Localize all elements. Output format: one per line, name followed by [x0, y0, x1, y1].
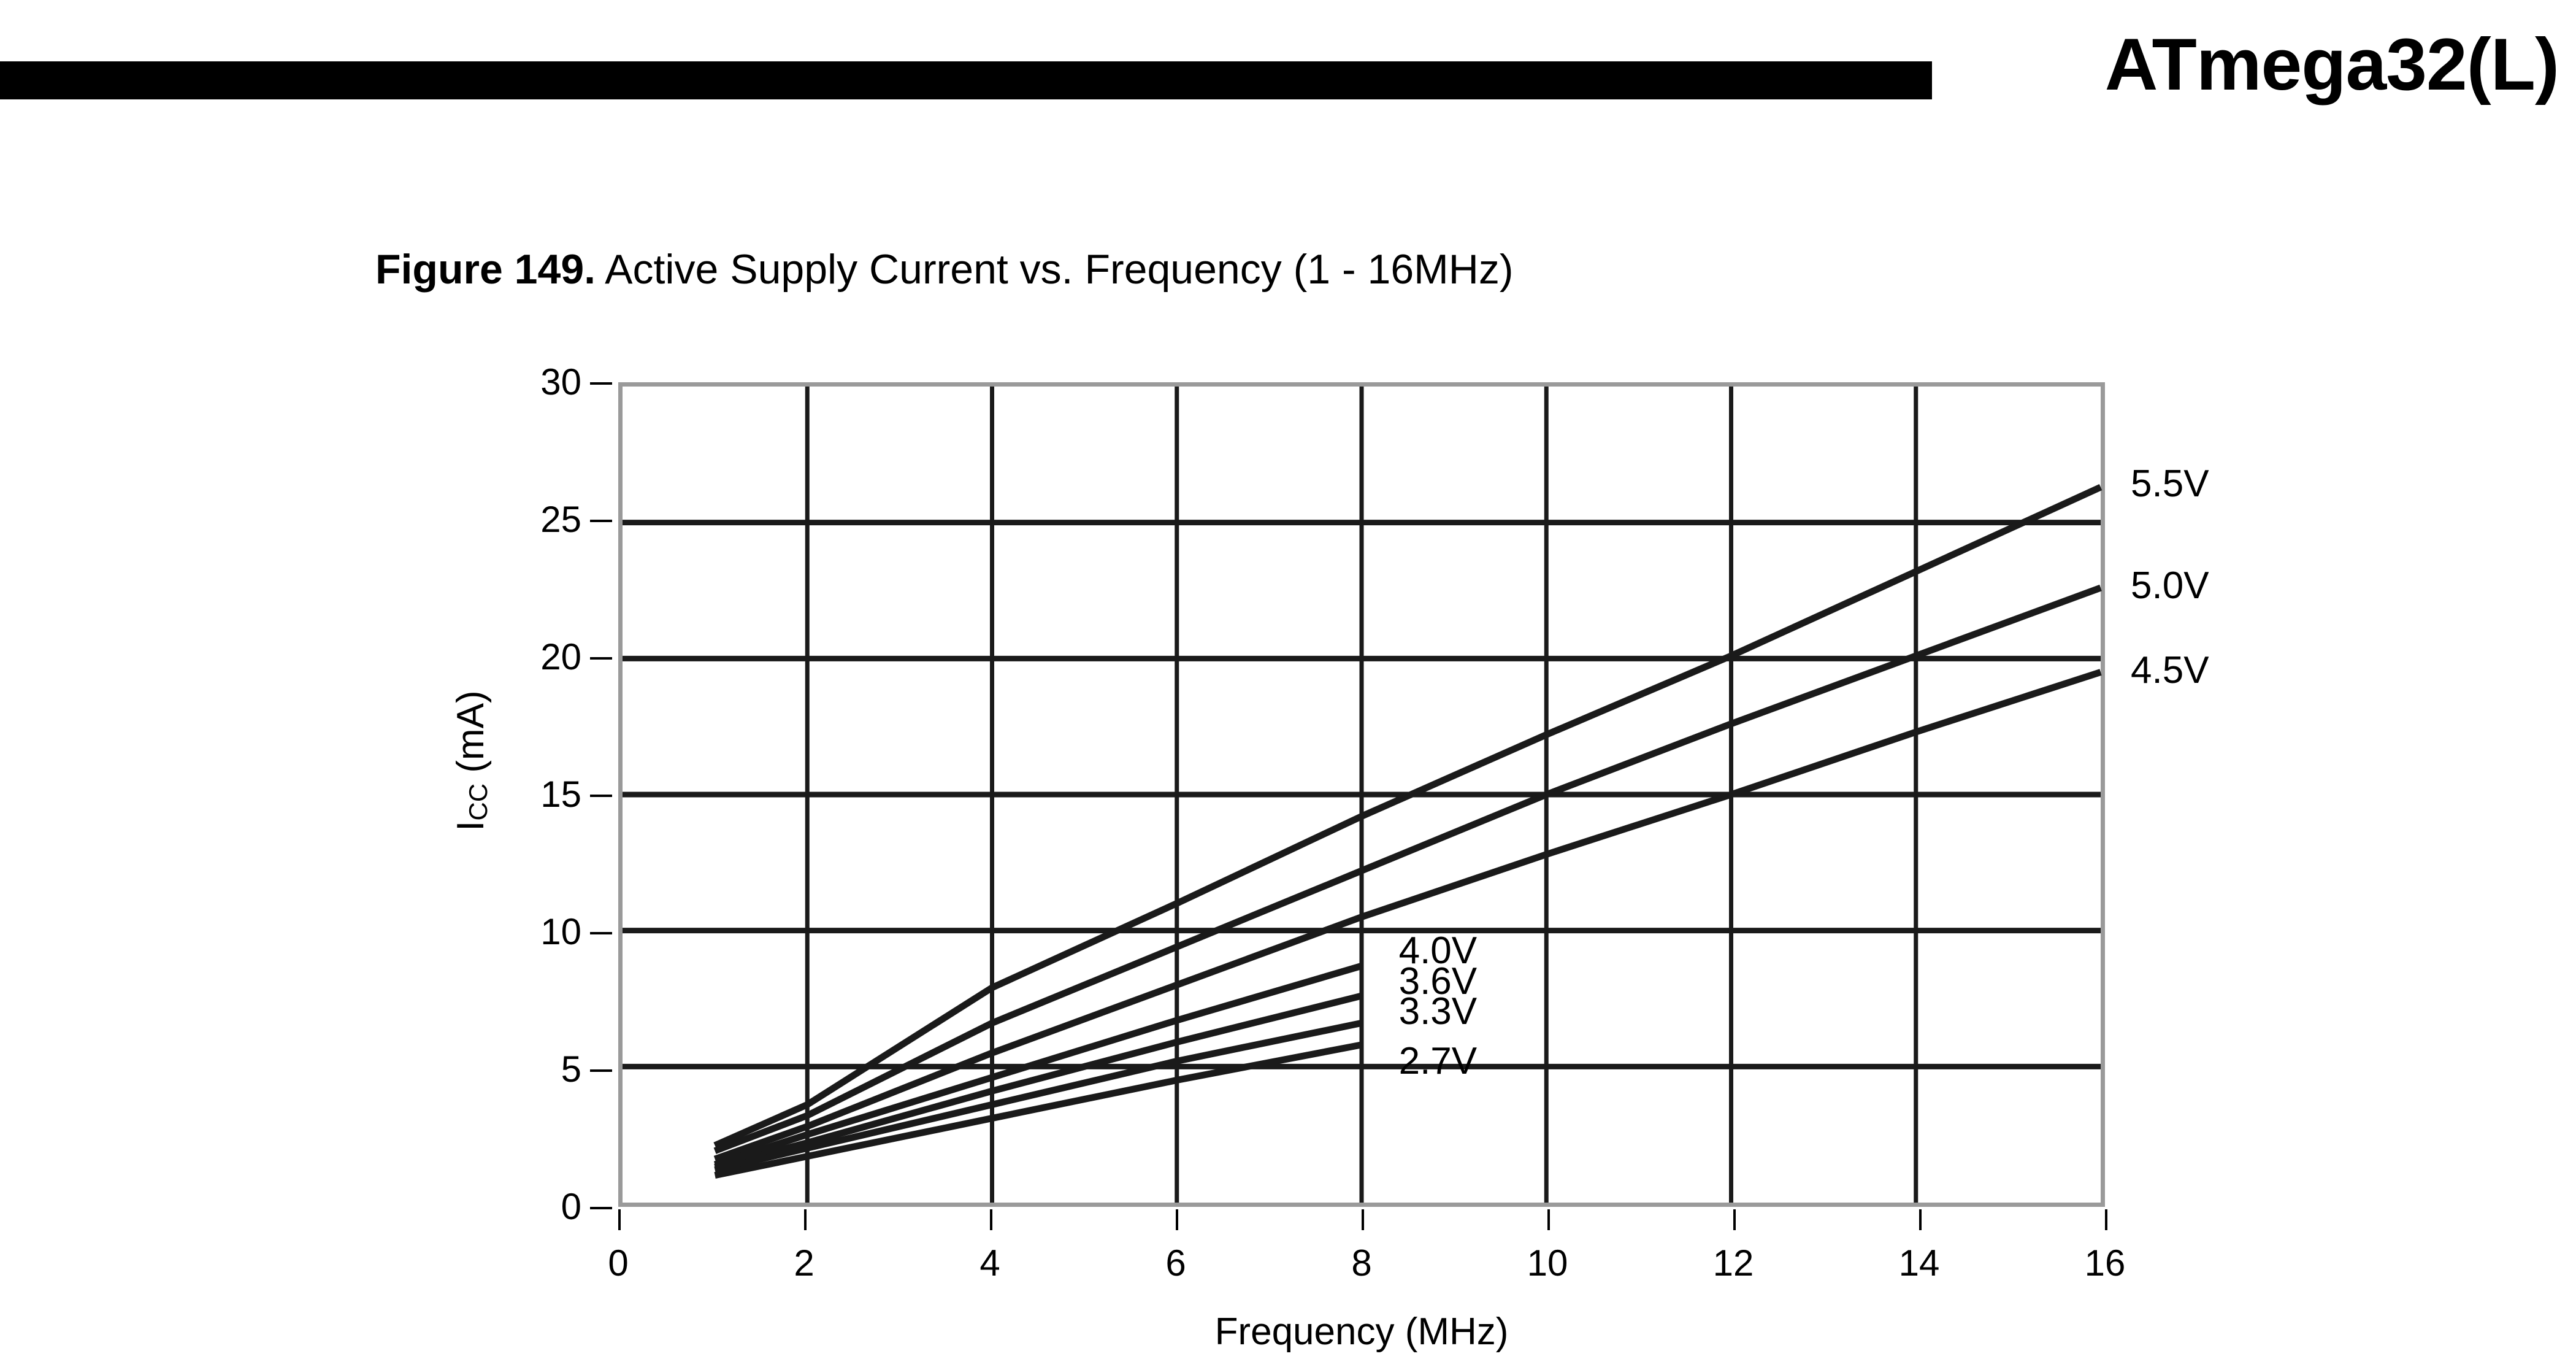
x-tick-label: 16: [2084, 1242, 2126, 1284]
series-line-3-6V: [715, 996, 1362, 1167]
x-tick-label: 10: [1527, 1242, 1568, 1284]
y-axis-title-subscript: CC: [464, 783, 493, 821]
series-label-5-5V: 5.5V: [2131, 462, 2209, 505]
y-tick-mark: [590, 1207, 612, 1209]
y-axis-title: ICC (mA): [447, 577, 496, 945]
series-label-4-5V: 4.5V: [2131, 649, 2209, 692]
chart: ICC (mA) Frequency (MHz) 0 5 10 15 20 25 30 0 2 4…: [0, 344, 2576, 1354]
y-tick-mark: [590, 520, 612, 522]
series-line-2-7V: [715, 1045, 1362, 1176]
series-line-4-0V: [715, 966, 1362, 1165]
page-header: ATmega32(L): [0, 0, 2576, 141]
y-axis-title-unit: (mA): [450, 690, 492, 784]
y-tick-mark: [590, 932, 612, 934]
y-tick-mark: [590, 1069, 612, 1072]
x-tick-label: 0: [608, 1242, 629, 1284]
header-rule-bar: [0, 61, 1932, 99]
x-tick-mark: [1733, 1209, 1736, 1230]
y-tick-label: 15: [540, 774, 581, 815]
figure-title: Active Supply Current vs. Frequency (1 -…: [605, 246, 1514, 293]
x-tick-label: 8: [1351, 1242, 1372, 1284]
series-line-5-5V: [715, 487, 2101, 1146]
y-tick-label: 10: [540, 911, 581, 952]
y-tick-label: 30: [540, 361, 581, 402]
y-tick-mark: [590, 657, 612, 660]
x-tick-mark: [990, 1209, 992, 1230]
x-tick-mark: [1919, 1209, 1922, 1230]
y-tick-label: 25: [540, 499, 581, 540]
series-label-4-0V: 4.0V: [1398, 930, 1478, 972]
x-tick-mark: [804, 1209, 807, 1230]
series-label-3-3V: 3.3V: [1398, 990, 1478, 1033]
x-axis-title: Frequency (MHz): [1214, 1311, 1509, 1353]
y-tick-mark: [590, 795, 612, 797]
x-tick-label: 2: [794, 1242, 815, 1284]
x-tick-label: 6: [1165, 1242, 1186, 1284]
x-tick-mark: [2105, 1209, 2107, 1230]
series-label-3-6V: 3.6V: [1398, 960, 1478, 1003]
series-line-5-0V: [715, 588, 2101, 1151]
x-tick-mark: [618, 1209, 621, 1230]
figure-number: Figure 149.: [375, 246, 596, 293]
series-line-4-5V: [715, 672, 2101, 1160]
series-label-5-0V: 5.0V: [2131, 564, 2209, 607]
x-tick-mark: [1176, 1209, 1178, 1230]
figure-caption: Figure 149. Active Supply Current vs. Fr…: [375, 245, 1514, 293]
device-title: ATmega32(L): [2104, 23, 2559, 106]
y-tick-label: 20: [540, 636, 581, 677]
y-tick-label: 0: [561, 1186, 581, 1227]
y-tick-label: 5: [561, 1049, 581, 1090]
y-axis-title-symbol: I: [450, 820, 492, 831]
y-tick-mark: [590, 382, 612, 385]
x-tick-label: 14: [1898, 1242, 1940, 1284]
x-tick-label: 12: [1712, 1242, 1754, 1284]
plot-area: [618, 382, 2105, 1207]
series-label-2-7V: 2.7V: [1398, 1039, 1478, 1082]
x-tick-mark: [1547, 1209, 1550, 1230]
series-line-3-3V: [715, 1023, 1362, 1169]
series-lines: [623, 387, 2101, 1203]
x-tick-label: 4: [979, 1242, 1000, 1284]
x-tick-mark: [1362, 1209, 1364, 1230]
